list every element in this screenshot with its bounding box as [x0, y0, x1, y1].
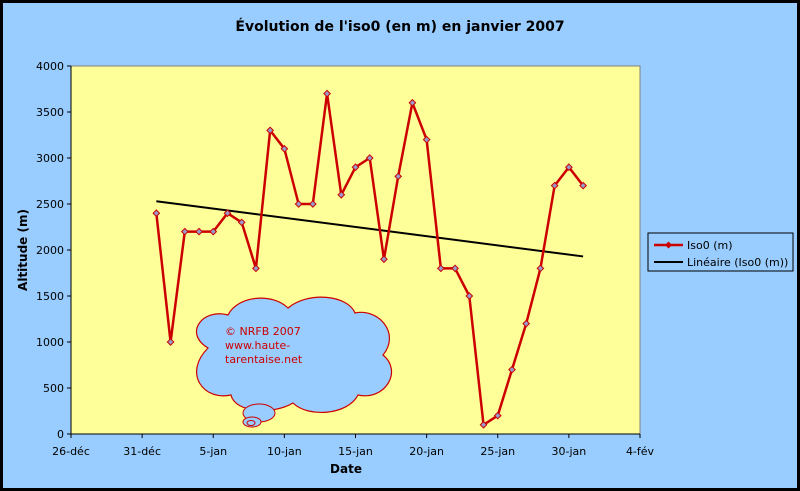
annotation-line-1: © NRFB 2007 [225, 325, 301, 338]
data-point [237, 218, 246, 227]
x-tick-label: 25-jan [480, 445, 515, 458]
x-tick-label: 10-jan [267, 445, 302, 458]
data-point [308, 200, 317, 208]
series-layer [152, 89, 588, 429]
y-tick-label: 3500 [36, 106, 64, 119]
data-point [351, 163, 360, 172]
y-tick-label: 2000 [36, 244, 64, 257]
data-point [195, 227, 203, 236]
data-point [223, 209, 232, 218]
y-axis-label: Altitude (m) [16, 209, 30, 291]
annotation-line-3: tarentaise.net [225, 353, 303, 366]
data-point [323, 89, 331, 98]
x-tick-label: 4-fév [626, 445, 655, 458]
data-point [451, 264, 459, 273]
data-point [479, 420, 488, 429]
y-tick-label: 4000 [36, 60, 64, 73]
legend-label-linear: Linéaire (Iso0 (m)) [687, 256, 788, 269]
data-point [436, 264, 445, 273]
data-point [465, 292, 474, 300]
data-point [365, 154, 374, 162]
data-point [180, 227, 189, 236]
y-tick-label: 1000 [36, 336, 64, 349]
data-point [337, 190, 346, 199]
data-point [280, 144, 289, 153]
legend-label-iso0: Iso0 (m) [687, 239, 733, 252]
x-tick-label: 26-déc [52, 445, 90, 458]
data-point [536, 264, 545, 273]
x-tick-label: 5-jan [199, 445, 227, 458]
data-point [266, 126, 275, 135]
chart-title: Évolution de l'iso0 (en m) en janvier 20… [235, 18, 564, 35]
thought-cloud [195, 296, 393, 414]
data-point [209, 227, 218, 236]
y-tick-label: 3000 [36, 152, 64, 165]
data-point [550, 181, 559, 190]
data-point [564, 163, 573, 172]
x-tick-label: 31-déc [123, 445, 161, 458]
x-tick-label: 15-jan [338, 445, 373, 458]
annotation-line-2: www.haute- [225, 339, 290, 352]
data-point [166, 338, 175, 346]
data-point [508, 365, 516, 374]
x-axis-label: Date [330, 462, 362, 476]
chart: Évolution de l'iso0 (en m) en janvier 20… [16, 18, 794, 476]
data-point [522, 319, 531, 328]
data-point [380, 255, 388, 264]
annotation-bubble: © NRFB 2007 www.haute- tarentaise.net [195, 296, 393, 428]
y-tick-label: 500 [43, 382, 64, 395]
x-axis: 26-déc 31-déc 5-jan 10-jan 15-jan 20-jan 25-ja… [52, 433, 655, 458]
y-tick-label: 0 [57, 428, 64, 441]
data-point [394, 172, 403, 181]
y-tick-label: 1500 [36, 290, 64, 303]
legend-box [647, 232, 794, 272]
legend: Iso0 (m) Linéaire (Iso0 (m)) [647, 232, 794, 272]
x-tick-label: 20-jan [409, 445, 444, 458]
data-point [152, 209, 161, 218]
y-tick-label: 2500 [36, 198, 64, 211]
data-point [422, 135, 431, 144]
x-tick-label: 30-jan [552, 445, 587, 458]
data-point [252, 264, 260, 273]
thought-bubble-small [246, 420, 256, 426]
data-point [579, 181, 588, 190]
data-point [408, 98, 417, 107]
data-point [493, 411, 502, 420]
data-point [294, 200, 303, 208]
legend-marker-iso0 [665, 241, 672, 249]
y-axis: 0 500 1000 1500 2000 2500 3000 3500 4000 [36, 60, 72, 441]
